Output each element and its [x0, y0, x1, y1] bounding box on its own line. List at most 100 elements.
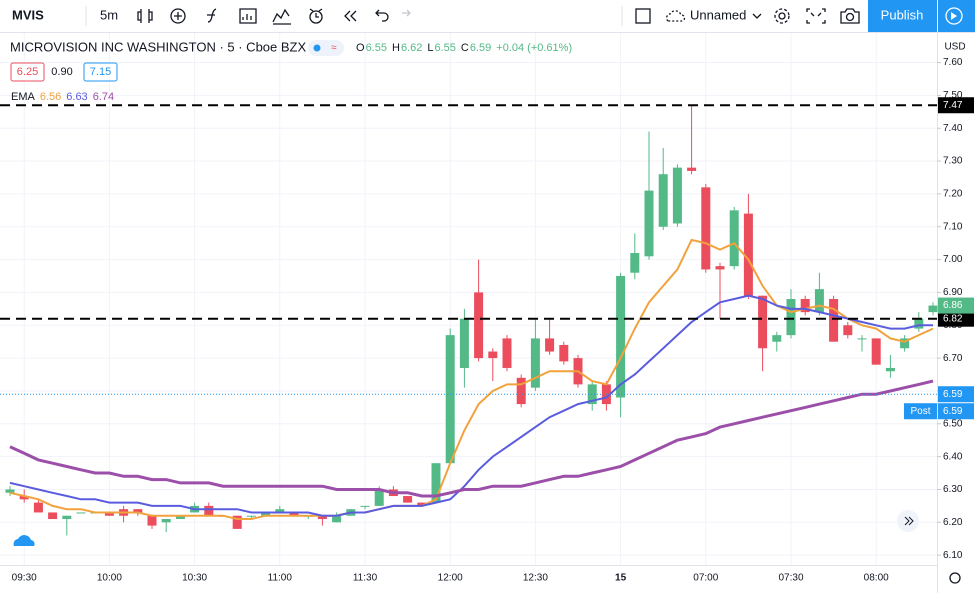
candle-body: [275, 509, 285, 513]
candle-body: [871, 338, 881, 365]
ohlc-legend: O 6.55 H 6.62 L 6.55 C 6.59 +0.04 (+0.61%): [356, 42, 572, 54]
plot: [0, 104, 938, 536]
ema-line: [9, 294, 933, 517]
ohlc-value: 6.55: [366, 42, 387, 54]
y-tick-label: 7.00: [943, 254, 963, 265]
ema-value: 6.56: [40, 91, 61, 103]
candle-body: [502, 338, 512, 368]
candle-body: [843, 325, 853, 336]
session-badge: [308, 40, 344, 56]
price-tag: 6.86: [943, 300, 963, 311]
price-tag-box: [938, 297, 974, 314]
tag-label: Post: [910, 406, 930, 417]
candle-body: [914, 318, 924, 329]
y-tick-label: 7.20: [943, 189, 963, 200]
scroll-button[interactable]: [897, 510, 919, 532]
y-tick-label: 7.10: [943, 221, 963, 232]
replay-icon: [945, 7, 963, 25]
candle-body: [644, 190, 654, 257]
candle-body: [147, 515, 157, 526]
candle-body: [445, 335, 455, 464]
symbol[interactable]: MVIS: [12, 7, 44, 22]
x-tick-label: 12:00: [438, 573, 463, 584]
candle-body: [360, 505, 370, 507]
ema-line: [9, 379, 934, 498]
price-tag: 6.59: [943, 406, 963, 417]
candle-body: [900, 338, 910, 349]
candle-body: [829, 299, 839, 342]
price-label-box: [938, 310, 974, 327]
bid-box[interactable]: [10, 62, 45, 82]
candle-body: [175, 515, 185, 520]
candle-body: [232, 515, 242, 529]
candle-body: [289, 512, 299, 516]
candle-body: [161, 519, 171, 523]
candle-body: [630, 253, 640, 273]
publish-label[interactable]: Publish: [881, 7, 924, 22]
candle-body: [743, 213, 753, 296]
candle-body: [516, 377, 526, 405]
x-tick-label: 09:30: [12, 573, 37, 584]
candle-body: [658, 174, 668, 227]
candle-body: [488, 351, 498, 359]
candle-body: [687, 167, 697, 171]
candle-body: [800, 299, 810, 313]
candle-body: [19, 496, 29, 500]
y-tick-label: 7.40: [943, 123, 963, 134]
publish-button[interactable]: [868, 0, 937, 32]
candle-body: [246, 515, 256, 517]
price-tag-box: [938, 386, 974, 403]
ohlc-change: +0.04 (+0.61%): [496, 42, 572, 54]
ask-box[interactable]: [83, 62, 118, 82]
x-tick-label: 15: [615, 573, 627, 584]
ohlc-key: H: [392, 42, 400, 54]
candle-body: [616, 276, 626, 398]
candle-body: [786, 299, 796, 336]
ema-legend: EMA 6.56 6.63 6.74: [11, 91, 114, 103]
candle-body: [587, 384, 597, 405]
ohlc-value: 6.59: [470, 42, 491, 54]
x-tick-label: 08:00: [864, 573, 889, 584]
toolbar-icons[interactable]: [137, 8, 860, 25]
candle-body: [417, 502, 427, 506]
candle-body: [374, 489, 384, 506]
y-tick-label: 6.50: [943, 418, 963, 429]
candle-body: [261, 512, 271, 516]
session-icon: ≈: [331, 43, 337, 54]
candle-body: [530, 338, 540, 388]
settings-icon[interactable]: [949, 572, 961, 584]
price-label: 7.47: [943, 100, 963, 111]
candle-body: [474, 292, 484, 359]
ohlc-key: C: [461, 42, 469, 54]
candle-body: [701, 187, 711, 270]
candle-body: [317, 515, 327, 520]
y-tick-label: 6.10: [943, 550, 963, 561]
interval[interactable]: 5m: [100, 7, 118, 22]
candle-body: [62, 515, 72, 520]
candle-body: [715, 266, 725, 270]
tag-label-box: [904, 403, 937, 420]
candle-body: [332, 515, 342, 523]
candle-body: [928, 305, 938, 313]
x-tick-label: 10:30: [182, 573, 207, 584]
toolbar: [0, 0, 975, 32]
candle-body: [204, 505, 214, 516]
y-tick-label: 7.30: [943, 156, 963, 167]
instrument-name: MICROVISION INC WASHINGTON · 5 · Cboe BZ…: [10, 39, 306, 54]
candle-body: [857, 338, 867, 340]
scroll-icon: [904, 516, 914, 526]
candle-body: [133, 509, 143, 513]
x-tick-label: 12:30: [523, 573, 548, 584]
candle-body: [104, 512, 114, 516]
currency: USD: [944, 42, 965, 53]
ask: 7.15: [90, 66, 111, 78]
ohlc-value: 6.62: [401, 42, 422, 54]
layout-name[interactable]: Unnamed: [690, 7, 746, 22]
candle-body: [814, 289, 824, 313]
candle-body: [885, 367, 895, 372]
candle-body: [5, 489, 15, 493]
candle-body: [758, 295, 768, 349]
bid: 6.25: [17, 66, 38, 78]
y-tick-label: 6.30: [943, 484, 963, 495]
y-tick-label: 6.40: [943, 451, 963, 462]
